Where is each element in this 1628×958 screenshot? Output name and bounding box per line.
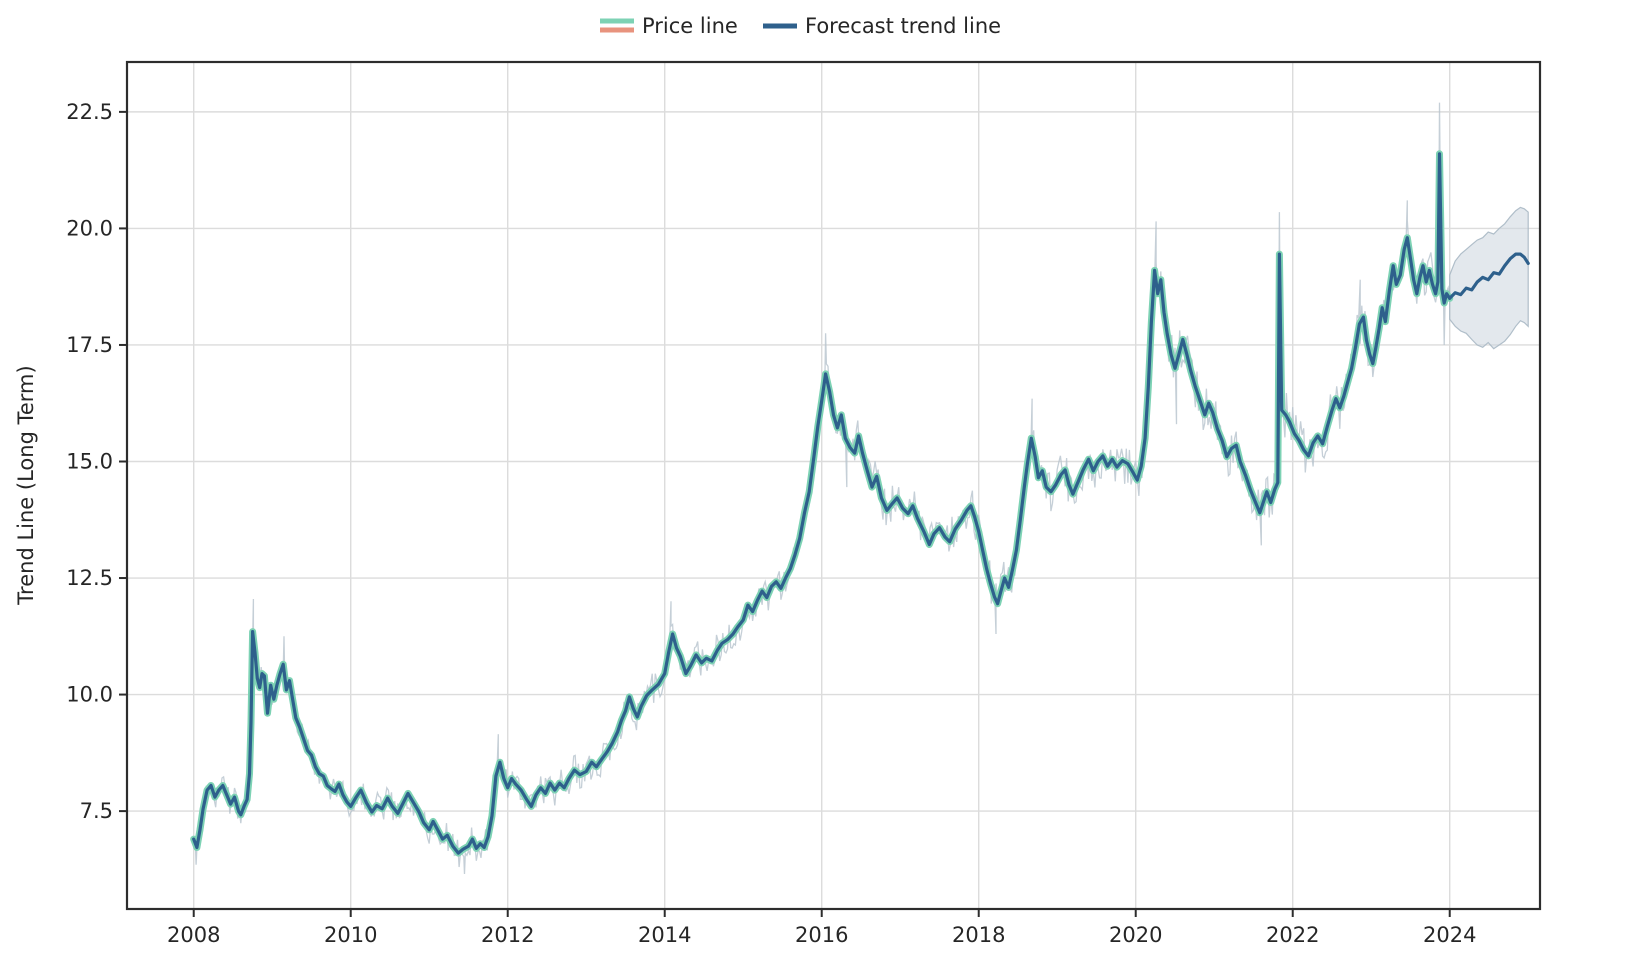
x-tick-label: 2010 <box>324 923 377 947</box>
x-tick-label: 2022 <box>1266 923 1319 947</box>
y-tick-label: 17.5 <box>66 333 113 357</box>
x-tick-label: 2008 <box>167 923 220 947</box>
y-tick-label: 10.0 <box>66 683 113 707</box>
legend: Price line Forecast trend line <box>600 14 1001 38</box>
gridlines <box>127 62 1540 909</box>
y-axis-label: Trend Line (Long Term) <box>14 365 38 605</box>
trend-line-series <box>192 152 1452 855</box>
legend-label-price-line: Price line <box>642 14 738 38</box>
axis-tick-labels: 2008 2010 2012 2014 2016 2018 2020 2022 2024 22.5… <box>66 100 1476 947</box>
x-tick-label: 2012 <box>481 923 534 947</box>
y-tick-label: 12.5 <box>66 566 113 590</box>
y-tick-label: 20.0 <box>66 216 113 240</box>
x-tick-label: 2020 <box>1109 923 1162 947</box>
x-tick-label: 2018 <box>952 923 1005 947</box>
x-tick-label: 2024 <box>1423 923 1476 947</box>
legend-item-price-line: Price line <box>600 14 738 38</box>
y-tick-label: 22.5 <box>66 100 113 124</box>
plot-border <box>125 60 1542 911</box>
x-tick-label: 2016 <box>795 923 848 947</box>
x-tick-label: 2014 <box>638 923 691 947</box>
legend-label-forecast-trend-line: Forecast trend line <box>805 14 1001 38</box>
legend-item-forecast-trend-line: Forecast trend line <box>763 14 1001 38</box>
y-tick-label: 15.0 <box>66 449 113 473</box>
y-tick-label: 7.5 <box>80 799 113 823</box>
forecast-line-series <box>1448 252 1530 300</box>
axis-ticks <box>119 110 1451 917</box>
